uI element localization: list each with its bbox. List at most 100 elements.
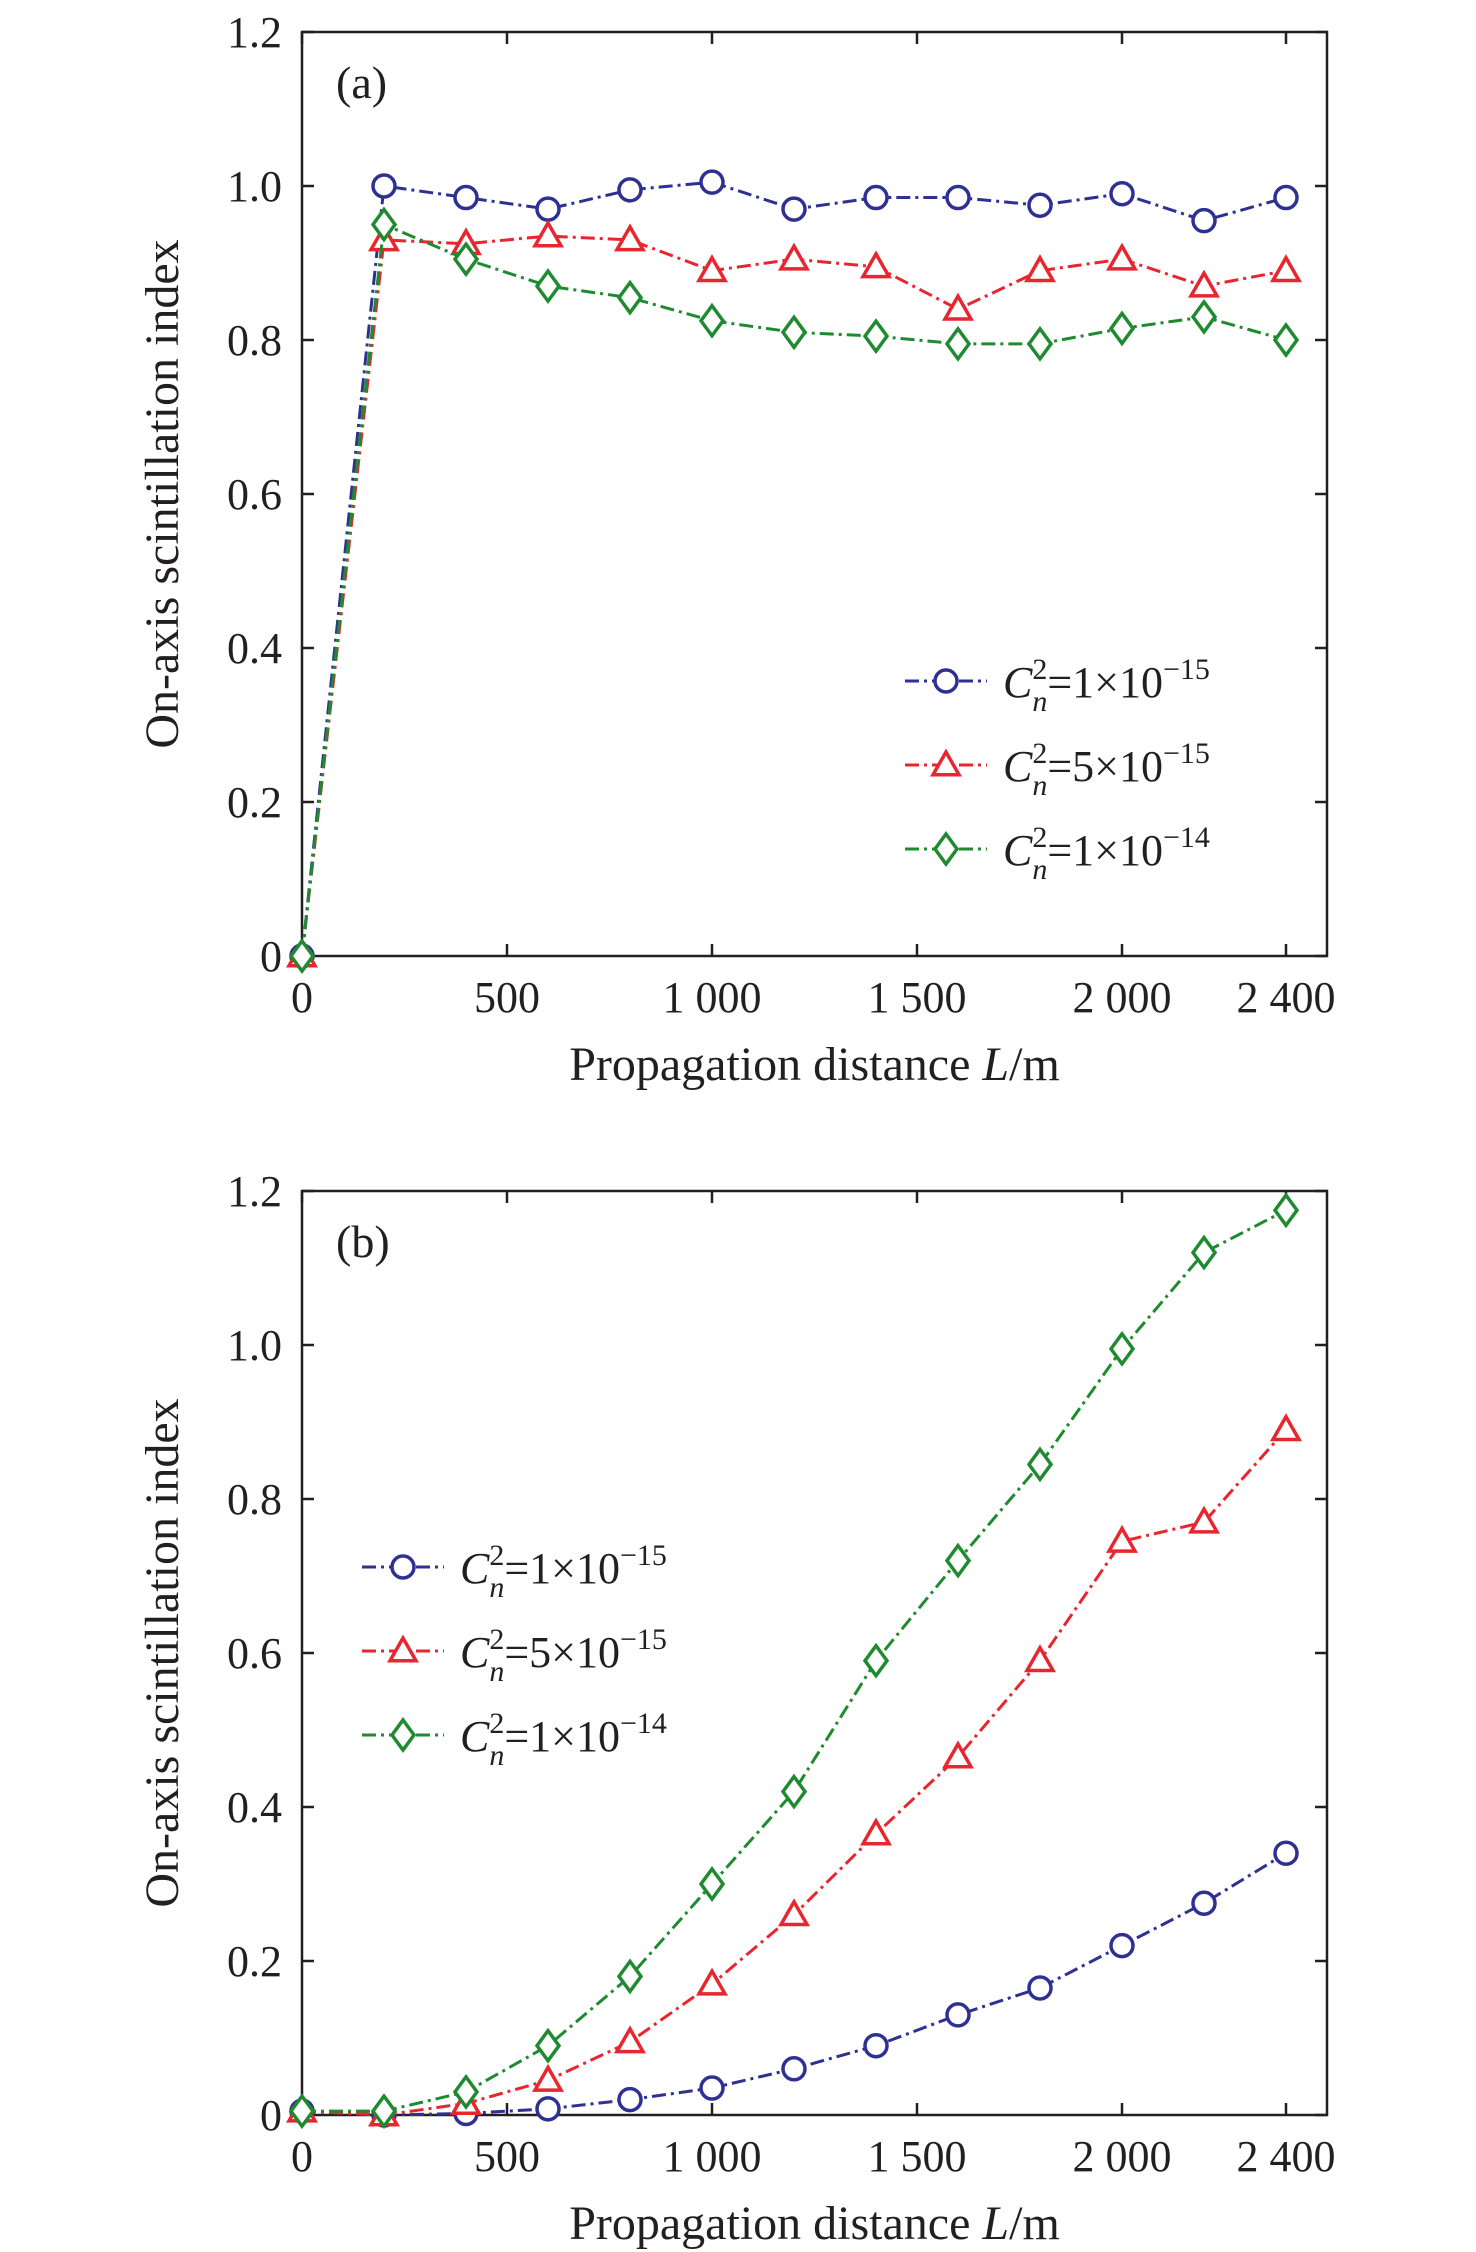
data-point bbox=[1109, 1932, 1135, 1959]
y-tick-label: 0.4 bbox=[227, 624, 282, 673]
panel-label: (b) bbox=[336, 1216, 390, 1267]
data-point bbox=[531, 219, 565, 248]
data-point bbox=[945, 184, 971, 211]
series-circle bbox=[289, 1840, 1299, 2128]
y-tick-label: 1.2 bbox=[227, 1167, 282, 1216]
data-point bbox=[780, 314, 808, 351]
legend-label: C2 n=1×10−15 bbox=[1003, 653, 1210, 718]
data-point bbox=[1187, 269, 1221, 298]
series-diamond bbox=[288, 1192, 1300, 2130]
data-point bbox=[941, 1740, 975, 1769]
x-tick-label: 2 400 bbox=[1237, 973, 1336, 1022]
legend-label: C2 n=1×10−15 bbox=[460, 1539, 667, 1604]
data-point bbox=[862, 1642, 890, 1679]
data-point bbox=[452, 241, 480, 278]
data-point bbox=[534, 268, 562, 305]
y-tick-label: 0 bbox=[260, 932, 282, 981]
data-point bbox=[370, 2093, 398, 2130]
legend-entry: C2 n=1×10−14 bbox=[362, 1707, 667, 1772]
data-point bbox=[534, 2027, 562, 2064]
y-axis-title: On-axis scintillation index bbox=[136, 239, 189, 748]
data-point bbox=[453, 184, 479, 211]
data-point bbox=[613, 2025, 647, 2054]
legend-entry: C2 n=1×10−15 bbox=[362, 1539, 667, 1604]
x-axis-title: Propagation distance L/m bbox=[569, 2197, 1060, 2250]
data-point bbox=[863, 2032, 889, 2059]
data-point bbox=[859, 1817, 893, 1846]
data-point bbox=[863, 184, 889, 211]
data-point bbox=[1023, 1644, 1057, 1673]
data-point bbox=[1105, 242, 1139, 271]
y-tick-label: 0.6 bbox=[227, 1629, 282, 1678]
data-point bbox=[1273, 1840, 1299, 1866]
data-point bbox=[613, 223, 647, 252]
data-point bbox=[1191, 1890, 1217, 1916]
data-point bbox=[288, 2093, 316, 2130]
y-tick-label: 1.0 bbox=[227, 162, 282, 211]
data-point bbox=[1108, 310, 1136, 347]
data-point bbox=[1109, 180, 1135, 207]
x-axis-title: Propagation distance L/m bbox=[569, 1038, 1060, 1091]
y-tick-label: 0.8 bbox=[227, 1475, 282, 1524]
plot-frame bbox=[300, 1189, 1329, 2117]
data-point bbox=[781, 196, 807, 222]
y-tick-label: 0.2 bbox=[227, 1937, 282, 1986]
y-tick-label: 0 bbox=[260, 2091, 282, 2140]
x-tick-label: 2 000 bbox=[1073, 973, 1172, 1022]
data-point bbox=[371, 173, 397, 199]
data-point bbox=[1187, 1505, 1221, 1534]
data-point bbox=[288, 938, 316, 974]
data-point bbox=[535, 196, 561, 222]
data-point bbox=[945, 2002, 971, 2028]
data-point bbox=[1190, 298, 1218, 335]
data-point bbox=[695, 1967, 729, 1996]
series-line bbox=[301, 1428, 1288, 2117]
legend-label: C2 n=1×10−14 bbox=[1003, 821, 1210, 886]
x-tick-label: 500 bbox=[474, 973, 540, 1022]
legend-marker bbox=[390, 1554, 416, 1580]
data-point bbox=[535, 2096, 561, 2122]
data-point bbox=[370, 206, 398, 243]
x-tick-label: 1 000 bbox=[663, 2132, 762, 2181]
data-point bbox=[1269, 254, 1303, 283]
legend-marker bbox=[932, 831, 960, 867]
data-point bbox=[1027, 1975, 1053, 2001]
x-tick-label: 1 500 bbox=[868, 973, 967, 1022]
legend-entry: C2 n=1×10−15 bbox=[905, 653, 1210, 718]
panel-label: (a) bbox=[336, 57, 387, 108]
data-point bbox=[1273, 184, 1299, 211]
data-point bbox=[777, 1898, 811, 1927]
data-point bbox=[1026, 325, 1054, 362]
y-tick-label: 0.2 bbox=[227, 778, 282, 827]
legend-marker bbox=[929, 748, 963, 777]
data-point bbox=[1269, 1413, 1303, 1442]
y-tick-label: 0.8 bbox=[227, 316, 282, 365]
data-point bbox=[1027, 192, 1053, 218]
legend-marker bbox=[389, 1717, 417, 1753]
legend-entry: C2 n=5×10−15 bbox=[362, 1623, 667, 1688]
data-point bbox=[1023, 254, 1057, 283]
data-point bbox=[781, 2056, 807, 2082]
data-point bbox=[452, 2073, 480, 2110]
legend-label: C2 n=5×10−15 bbox=[1003, 737, 1210, 802]
data-point bbox=[616, 279, 644, 316]
x-tick-label: 1 000 bbox=[663, 973, 762, 1022]
data-point bbox=[699, 2075, 725, 2101]
legend-entry: C2 n=5×10−15 bbox=[905, 737, 1210, 802]
data-point bbox=[1105, 1524, 1139, 1553]
series-diamond bbox=[288, 206, 1300, 974]
data-point bbox=[862, 318, 890, 355]
data-point bbox=[944, 325, 972, 362]
data-point bbox=[777, 242, 811, 271]
legend-entry: C2 n=1×10−14 bbox=[905, 821, 1210, 886]
data-point bbox=[1272, 322, 1300, 358]
x-tick-label: 2 000 bbox=[1073, 2132, 1172, 2181]
x-tick-label: 1 500 bbox=[868, 2132, 967, 2181]
data-point bbox=[1026, 1446, 1054, 1483]
y-tick-label: 0.6 bbox=[227, 470, 282, 519]
data-point bbox=[944, 1542, 972, 1579]
data-point bbox=[531, 2063, 565, 2092]
chart-panel-a: 0 500 1 000 1 500 2 000 2 400 0 0.2 0.4 0.6 0.8 1.0… bbox=[136, 8, 1336, 1091]
data-point bbox=[617, 177, 643, 203]
